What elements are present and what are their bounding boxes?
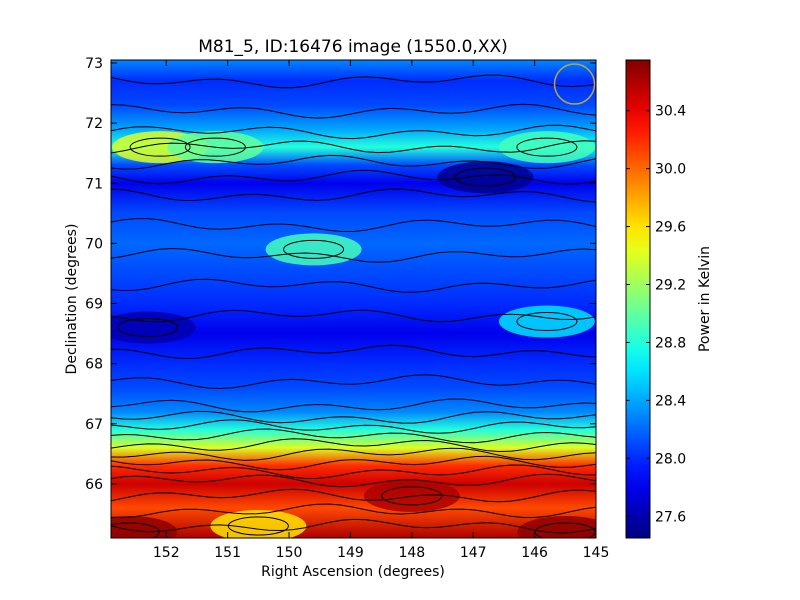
colorbar-tick-label: 30.0 (655, 162, 686, 178)
contour-line (111, 410, 596, 424)
x-tick-label: 148 (398, 545, 425, 561)
x-tick-label: 146 (521, 545, 548, 561)
y-tick-label: 72 (85, 116, 103, 132)
heatmap-feature (517, 515, 596, 538)
contour-line (111, 518, 596, 534)
contour-line (111, 438, 596, 453)
heatmap-feature (210, 509, 307, 538)
y-tick-label: 67 (85, 417, 103, 433)
contour-line (111, 278, 596, 293)
contour-line (111, 309, 596, 323)
colorbar-tick-label: 27.6 (655, 509, 686, 525)
colorbar-tick-label: 28.0 (655, 451, 686, 467)
x-tick-label: 150 (276, 545, 303, 561)
colorbar-tick-label: 28.4 (655, 393, 686, 409)
contour-line (111, 103, 596, 119)
contour-line (111, 447, 596, 461)
x-tick-label: 152 (153, 545, 180, 561)
contour-line (111, 344, 596, 360)
contour-line (111, 188, 596, 203)
contour-line (111, 455, 596, 471)
colorbar-label: Power in Kelvin (697, 246, 713, 352)
chart-title: M81_5, ID:16476 image (1550.0,XX) (198, 37, 508, 57)
contour-line (111, 218, 596, 232)
contour-line (111, 74, 596, 89)
colorbar-gradient (625, 59, 651, 539)
heatmap-feature (265, 233, 362, 266)
y-axis-label: Declination (degrees) (64, 224, 80, 375)
contour-line (111, 419, 596, 434)
heatmap-feature (498, 131, 595, 164)
contour-line (111, 140, 596, 154)
contour-closed (283, 239, 345, 259)
colorbar: 27.6 28.0 28.4 28.8 29.2 29.6 30.0 30.4 Power i… (625, 59, 713, 539)
heatmap-feature (498, 305, 595, 338)
contour-closed (111, 522, 160, 538)
y-tick-label: 68 (85, 357, 103, 373)
contour-line (111, 247, 596, 263)
y-tick-label: 71 (85, 176, 103, 192)
x-tick-label: 145 (583, 545, 610, 561)
y-tick-label: 69 (85, 297, 103, 313)
colorbar-ticks: 27.6 28.0 28.4 28.8 29.2 29.6 30.0 30.4 (626, 104, 686, 525)
x-tick-label: 151 (214, 545, 241, 561)
colorbar-tick-label: 30.4 (655, 104, 686, 120)
contour-line (111, 374, 596, 390)
contour-closed (381, 486, 443, 506)
contour-line (111, 488, 596, 503)
heatmap-feature (111, 515, 178, 538)
beam-marker (553, 63, 596, 105)
contour-line (111, 503, 596, 519)
contour-closed (117, 318, 179, 338)
contour-closed (184, 137, 246, 157)
y-tick-label: 70 (85, 236, 103, 252)
colorbar-tick-label: 29.6 (655, 220, 686, 236)
contour-line (111, 124, 596, 140)
y-tick-label: 73 (85, 56, 103, 72)
contour-line (111, 154, 596, 170)
y-tick-label: 66 (85, 477, 103, 493)
heatmap-background (111, 60, 596, 538)
plot-frame (110, 59, 597, 539)
contour-line (111, 464, 596, 480)
y-axis-ticks: 66 67 68 69 70 71 72 73 (85, 56, 596, 493)
heatmap-plot (110, 59, 597, 539)
contour-line (111, 428, 596, 444)
contour-closed (454, 167, 516, 187)
contour-closed (227, 516, 289, 536)
colorbar-tick-label: 29.2 (655, 278, 686, 294)
x-tick-label: 149 (337, 545, 364, 561)
contour-closed (516, 312, 578, 332)
contour-closed (129, 137, 191, 157)
contour-closed (534, 522, 596, 538)
x-axis-label: Right Ascension (degrees) (261, 564, 445, 580)
x-tick-label: 147 (460, 545, 487, 561)
contour-lines (111, 74, 596, 538)
contour-line (111, 398, 596, 413)
heatmap-feature (437, 161, 534, 194)
x-axis-ticks: 152 151 150 149 148 147 146 145 (153, 60, 609, 561)
colorbar-tick-label: 28.8 (655, 335, 686, 351)
contour-line (111, 473, 596, 488)
contour-closed (516, 137, 578, 157)
